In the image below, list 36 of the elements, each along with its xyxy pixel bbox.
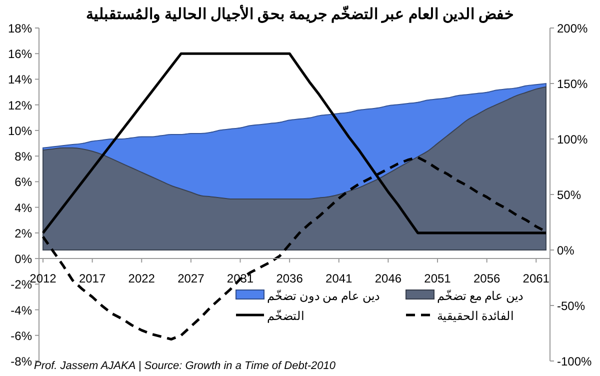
x-tick-label: 2041 (326, 272, 353, 286)
y2-tick-label: 50% (557, 188, 582, 202)
annotation: Prof. Jassem AJAKA | Source: Growth in a Time of Debt-2010 (34, 360, 336, 372)
legend-label: التضخّم (267, 309, 304, 323)
x-tick-label: 2022 (128, 272, 156, 286)
y-tick-label: 14% (8, 72, 32, 87)
x-tick-label: 2027 (178, 272, 205, 286)
y-tick-label: 18% (8, 22, 32, 36)
y2-tick-label: 150% (557, 77, 588, 91)
y-tick-label: 6% (14, 175, 32, 190)
y2-tick-label: -50% (557, 299, 586, 313)
x-tick-label: 2051 (424, 272, 452, 286)
y-tick-label: -8% (10, 354, 32, 368)
legend-label: دين عام مع تضخّم (437, 289, 524, 303)
x-tick-label: 2017 (78, 272, 106, 286)
legend-label: دين عام من دون تضخّم (267, 289, 380, 303)
y2-tick-label: -100% (557, 354, 592, 368)
y2-tick-label: 0% (557, 244, 575, 258)
legend-label: الفائدة الحقيقية (437, 309, 514, 323)
y2-tick-label: 100% (557, 132, 588, 146)
y2-tick-label: 200% (557, 22, 588, 36)
y-tick-label: 0% (14, 252, 32, 266)
y-tick-label: 12% (8, 98, 32, 112)
y-tick-label: -4% (10, 303, 32, 318)
y-tick-label: -2% (10, 278, 32, 292)
y-tick-label: 4% (14, 200, 32, 215)
y-tick-label: 2% (14, 226, 32, 240)
x-tick-label: 2061 (522, 272, 550, 286)
x-tick-label: 2036 (276, 272, 304, 286)
y-tick-label: 16% (8, 47, 32, 62)
chart-title: خفض الدين العام عبر التضخّم جريمة بحق الأجيال الحالية والمُستقبلية (86, 4, 514, 23)
y-tick-label: 8% (14, 150, 32, 164)
y-tick-label: 10% (8, 124, 32, 138)
x-tick-label: 2046 (374, 272, 402, 286)
x-tick-label: 2056 (473, 272, 500, 286)
y-tick-label: -6% (10, 328, 32, 343)
